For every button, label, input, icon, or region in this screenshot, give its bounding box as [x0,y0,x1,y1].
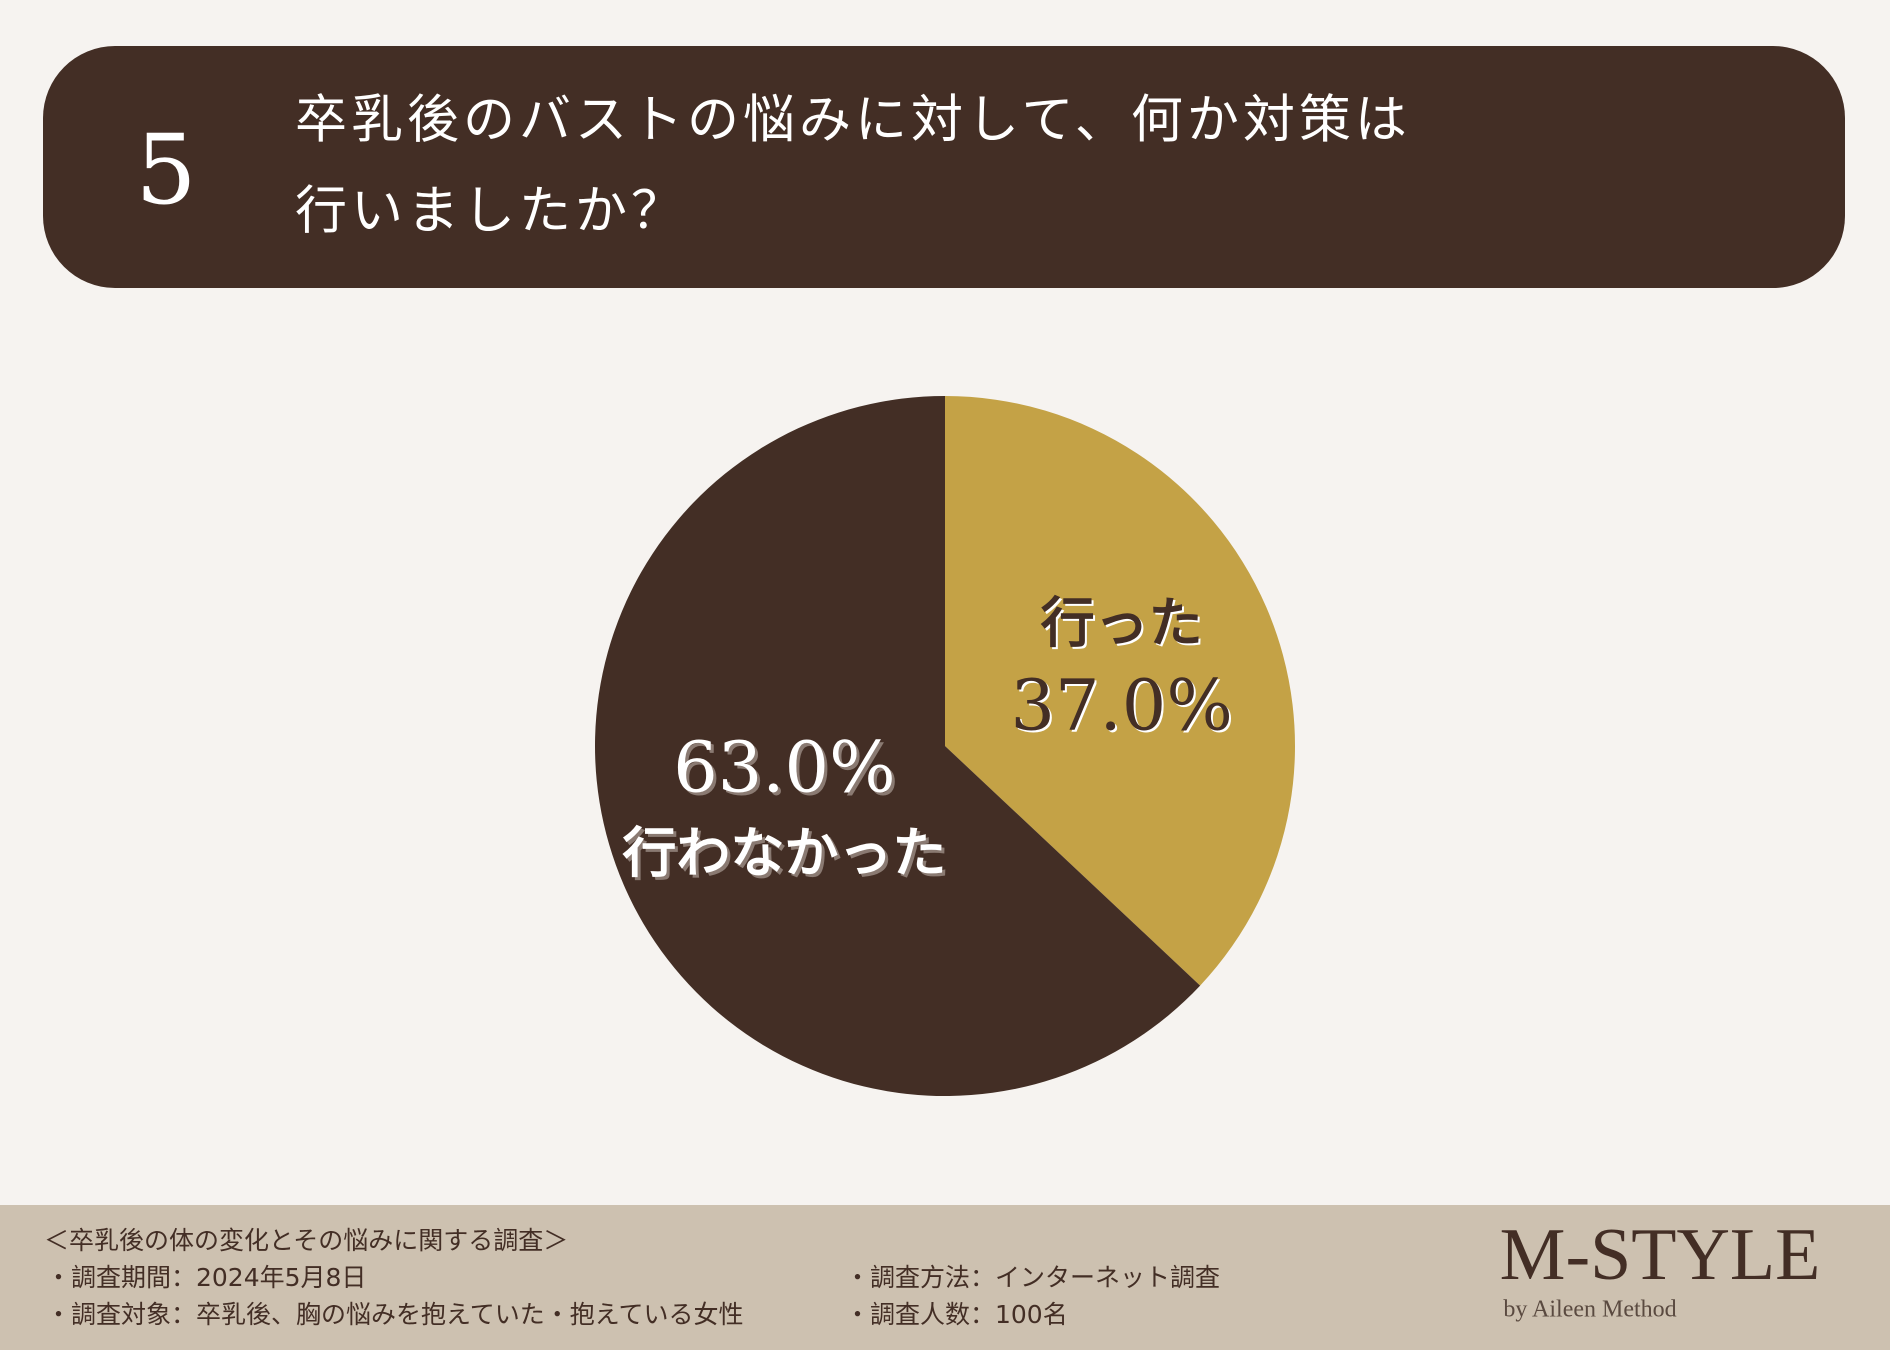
logo: M-STYLE [1500,1214,1821,1296]
pie: 行った 37.0% 行わなかった 63.0% [595,396,1295,1096]
question-number: 5 [135,114,196,226]
pie-slice [595,396,1201,1096]
slice-value-label: 63.0% [673,727,895,809]
footer-bar [0,1205,1890,1350]
footer-item: ・調査期間：2024年5月8日 [46,1263,366,1292]
header-box [43,46,1845,288]
footer-heading: ＜卒乳後の体の変化とその悩みに関する調査＞ [44,1226,568,1255]
slice-label: 行った [1041,591,1203,655]
footer-item: ・調査人数：100名 [845,1300,1068,1329]
footer-item: ・調査対象：卒乳後、胸の悩みを抱えていた・抱えている女性 [46,1300,744,1329]
chart-title: 卒乳後のバストの悩みに対して、何か対策は [295,91,1411,151]
slice-value-label: 37.0% [1010,665,1232,747]
pie-slice [945,396,1295,986]
slice-label: 行わなかった [622,821,946,885]
chart-title: 行いましたか？ [295,182,687,242]
footer-item: ・調査方法：インターネット調査 [845,1263,1220,1292]
logo-sub: by Aileen Method [1503,1297,1676,1323]
